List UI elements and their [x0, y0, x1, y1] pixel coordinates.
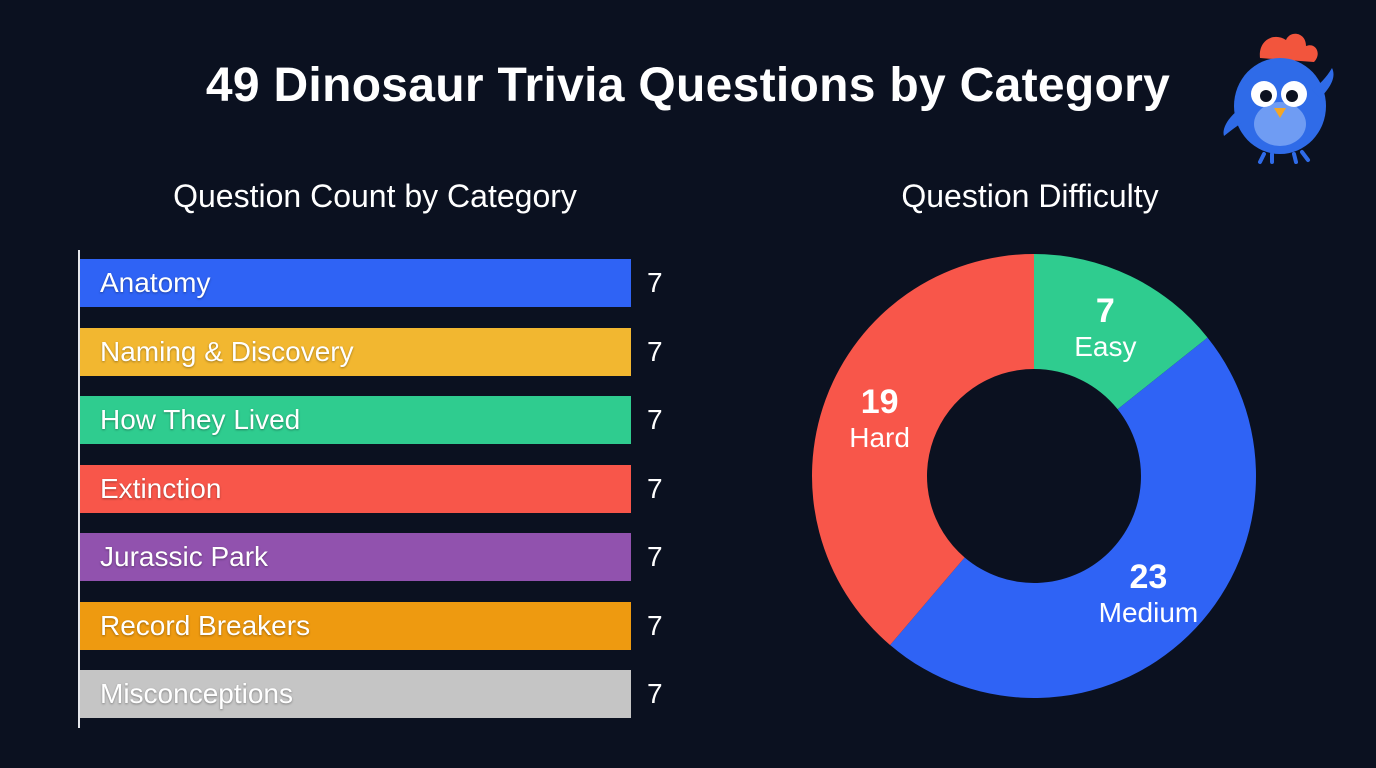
bar-value-label: 7	[647, 609, 663, 641]
bar-category-label: Extinction	[100, 472, 222, 504]
bar	[80, 327, 631, 376]
bar-row: Naming & Discovery 7	[80, 327, 691, 376]
donut-slice-hard	[811, 254, 1034, 646]
donut-category-label: Hard	[849, 422, 910, 453]
bar-value-label: 7	[647, 267, 663, 298]
bar-category-label: Anatomy	[100, 267, 211, 298]
donut-category-label: Medium	[1099, 597, 1199, 628]
bar-category-label: How They Lived	[100, 404, 301, 435]
bar-category-label: Naming & Discovery	[100, 335, 354, 367]
bar-value-label: 7	[647, 541, 663, 572]
bar	[80, 533, 631, 581]
donut-chart-title: Question Difficulty	[901, 178, 1159, 214]
bar	[80, 259, 631, 307]
donut-slice-medium	[890, 337, 1256, 698]
bar-category-label: Record Breakers	[100, 609, 311, 641]
donut-value-label: 7	[1096, 292, 1115, 330]
bar-row: Extinction 7	[80, 464, 691, 513]
donut-value-label: 19	[861, 383, 899, 421]
bar-category-label: Jurassic Park	[100, 541, 269, 572]
page-title: 49 Dinosaur Trivia Questions by Category	[205, 59, 1171, 112]
bar-row: Anatomy 7	[80, 259, 691, 307]
bar-value-label: 7	[647, 678, 663, 709]
bar-category-label: Misconceptions	[100, 678, 293, 709]
bar	[80, 396, 631, 444]
blue-bird-mascot-icon	[1223, 33, 1334, 164]
bar-value-label: 7	[647, 404, 663, 435]
bar-chart-title: Question Count by Category	[173, 178, 577, 214]
donut-value-label: 23	[1130, 558, 1168, 596]
category-bar-chart: Anatomy 7 Naming & Discovery 7 How They Live…	[78, 250, 698, 730]
bar-row: Jurassic Park 7	[80, 533, 691, 581]
donut-slice-easy	[1034, 254, 1208, 410]
bar-row: How They Lived 7	[80, 396, 691, 444]
bar-row: Misconceptions 7	[80, 670, 691, 718]
bar-chart-axis	[78, 250, 80, 728]
bar-value-label: 7	[647, 472, 663, 504]
bar	[80, 601, 631, 650]
bar-row: Record Breakers 7	[80, 601, 691, 650]
donut-category-label: Easy	[1074, 331, 1136, 362]
bar	[80, 670, 631, 718]
bar	[80, 464, 631, 513]
bar-value-label: 7	[647, 335, 663, 367]
